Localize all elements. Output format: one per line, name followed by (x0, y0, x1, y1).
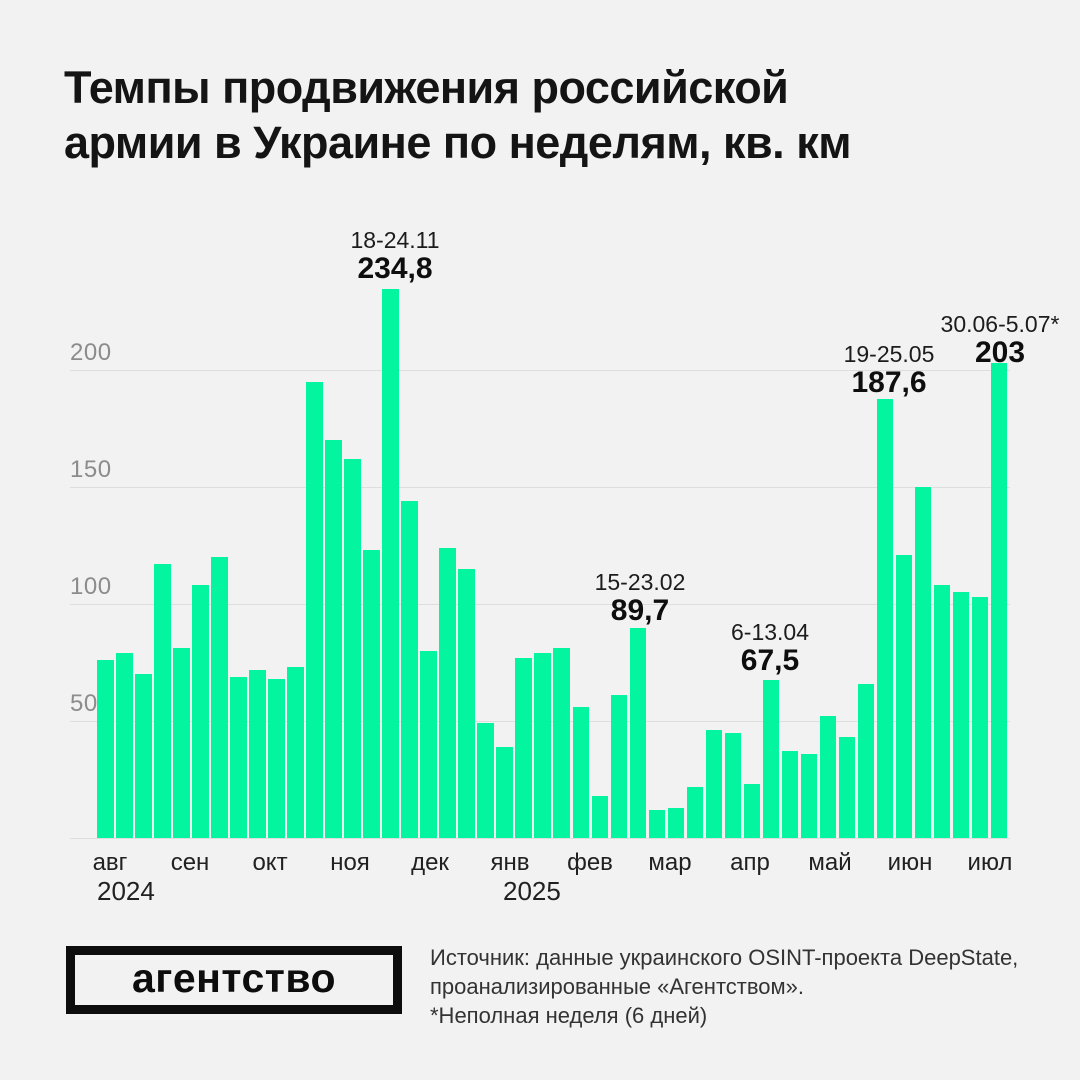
bar-week-5 (173, 648, 190, 838)
annotation-19-25.05: 19-25.05 187,6 (844, 341, 935, 398)
bar-week-33 (705, 730, 723, 838)
source-note: Источник: данные украинского OSINT-проек… (430, 943, 1018, 1030)
annotation-value: 234,8 (357, 252, 433, 285)
bar-week-29 (629, 628, 647, 838)
x-axis-year-label-2025: 2025 (503, 876, 561, 906)
x-axis-month-label-ноя: ноя (330, 849, 370, 876)
source-line3: *Неполная неделя (6 дней) (430, 1003, 708, 1028)
bar-week-13 (325, 440, 342, 838)
agentstvo-logo-text: агентство (131, 955, 337, 1001)
x-axis-month-label-апр: апр (730, 849, 770, 876)
annotation-value: 203 (974, 336, 1026, 369)
x-axis-month-label-июн: июн (887, 849, 933, 876)
y-axis-tick-label: 100 (70, 573, 112, 600)
annotation-value: 89,7 (610, 594, 670, 627)
bar-week-45 (933, 585, 951, 838)
bar-week-31 (667, 807, 685, 838)
annotation-18-24.11: 18-24.11 234,8 (350, 227, 439, 284)
bar-week-8 (230, 676, 247, 838)
annotation-date: 15-23.02 (594, 569, 686, 595)
bar-week-48 (990, 362, 1008, 838)
bar-week-14 (344, 458, 361, 838)
x-axis-month-label-фев: фев (567, 849, 613, 876)
bar-week-12 (306, 381, 323, 838)
y-axis-tick-label: 50 (70, 690, 98, 717)
bar-week-21 (477, 723, 494, 838)
bar-week-32 (686, 786, 704, 838)
annotation-value: 187,6 (851, 366, 927, 399)
chart-title-line2: армии в Украине по неделям, кв. км (64, 117, 852, 168)
y-axis-tick-label: 200 (70, 339, 112, 366)
x-axis-month-label-янв: янв (490, 849, 530, 876)
x-axis-month-label-окт: окт (252, 849, 288, 876)
bar-week-20 (458, 568, 475, 838)
bar-week-3 (135, 674, 152, 838)
bar-week-7 (211, 557, 228, 838)
source-line1: Источник: данные украинского OSINT-проек… (430, 945, 1019, 970)
bar-week-42 (876, 399, 894, 838)
bar-week-28 (610, 695, 628, 838)
bar-week-19 (439, 547, 456, 838)
bar-week-38 (800, 753, 818, 838)
bar-week-27 (591, 795, 609, 838)
bar-week-2 (116, 653, 133, 838)
bar-week-4 (154, 564, 171, 838)
annotation-date: 19-25.05 (843, 341, 935, 367)
x-axis-month-label-дек: дек (411, 849, 449, 876)
annotation-30.06-5.07*: 30.06-5.07* 203 (941, 311, 1060, 368)
bar-week-43 (895, 554, 913, 838)
x-axis-line (70, 838, 1010, 839)
x-axis-month-label-мар: мар (648, 849, 692, 876)
y-gridline (70, 487, 1010, 488)
bar-week-36 (762, 680, 780, 838)
source-line2: проанализированные «Агентством». (430, 974, 804, 999)
bar-week-1 (97, 660, 114, 838)
bar-week-41 (857, 683, 875, 838)
y-axis-tick-label: 150 (70, 456, 112, 483)
bar-week-26 (572, 706, 589, 838)
y-gridline (70, 604, 1010, 605)
bar-week-23 (515, 657, 532, 838)
bar-week-47 (971, 596, 989, 838)
bar-week-16 (382, 288, 399, 838)
bar-week-24 (534, 653, 551, 838)
agentstvo-logo: агентство (66, 946, 402, 1014)
chart-title: Темпы продвижения российской армии в Укр… (64, 60, 852, 170)
bar-week-25 (553, 648, 570, 838)
bar-week-15 (363, 550, 380, 838)
bar-week-18 (420, 650, 437, 838)
x-axis-month-label-авг: авг (92, 849, 128, 876)
bar-week-17 (401, 501, 418, 838)
annotation-value: 67,5 (740, 644, 800, 677)
bar-week-35 (743, 784, 761, 838)
bar-week-44 (914, 487, 932, 838)
bar-week-30 (648, 809, 666, 838)
bar-week-9 (249, 669, 266, 838)
annotation-6-13.04: 6-13.04 67,5 (731, 619, 809, 676)
bar-week-40 (838, 737, 856, 838)
x-axis-month-label-сен: сен (170, 849, 210, 876)
annotation-date: 30.06-5.07* (940, 311, 1060, 337)
annotation-date: 18-24.11 (350, 227, 440, 253)
x-axis-month-label-июл: июл (967, 849, 1013, 876)
bar-week-46 (952, 592, 970, 838)
x-axis-year-label-2024: 2024 (97, 876, 155, 906)
bar-week-6 (192, 585, 209, 838)
chart-title-line1: Темпы продвижения российской (64, 62, 789, 113)
bar-week-10 (268, 678, 285, 838)
bar-week-11 (287, 667, 304, 838)
bar-week-22 (496, 746, 513, 838)
annotation-15-23.02: 15-23.02 89,7 (595, 569, 686, 626)
bar-week-37 (781, 751, 799, 838)
x-axis-month-label-май: май (808, 849, 852, 876)
bar-week-34 (724, 732, 742, 838)
annotation-date: 6-13.04 (730, 619, 810, 645)
bar-week-39 (819, 716, 837, 838)
y-gridline (70, 370, 1010, 371)
